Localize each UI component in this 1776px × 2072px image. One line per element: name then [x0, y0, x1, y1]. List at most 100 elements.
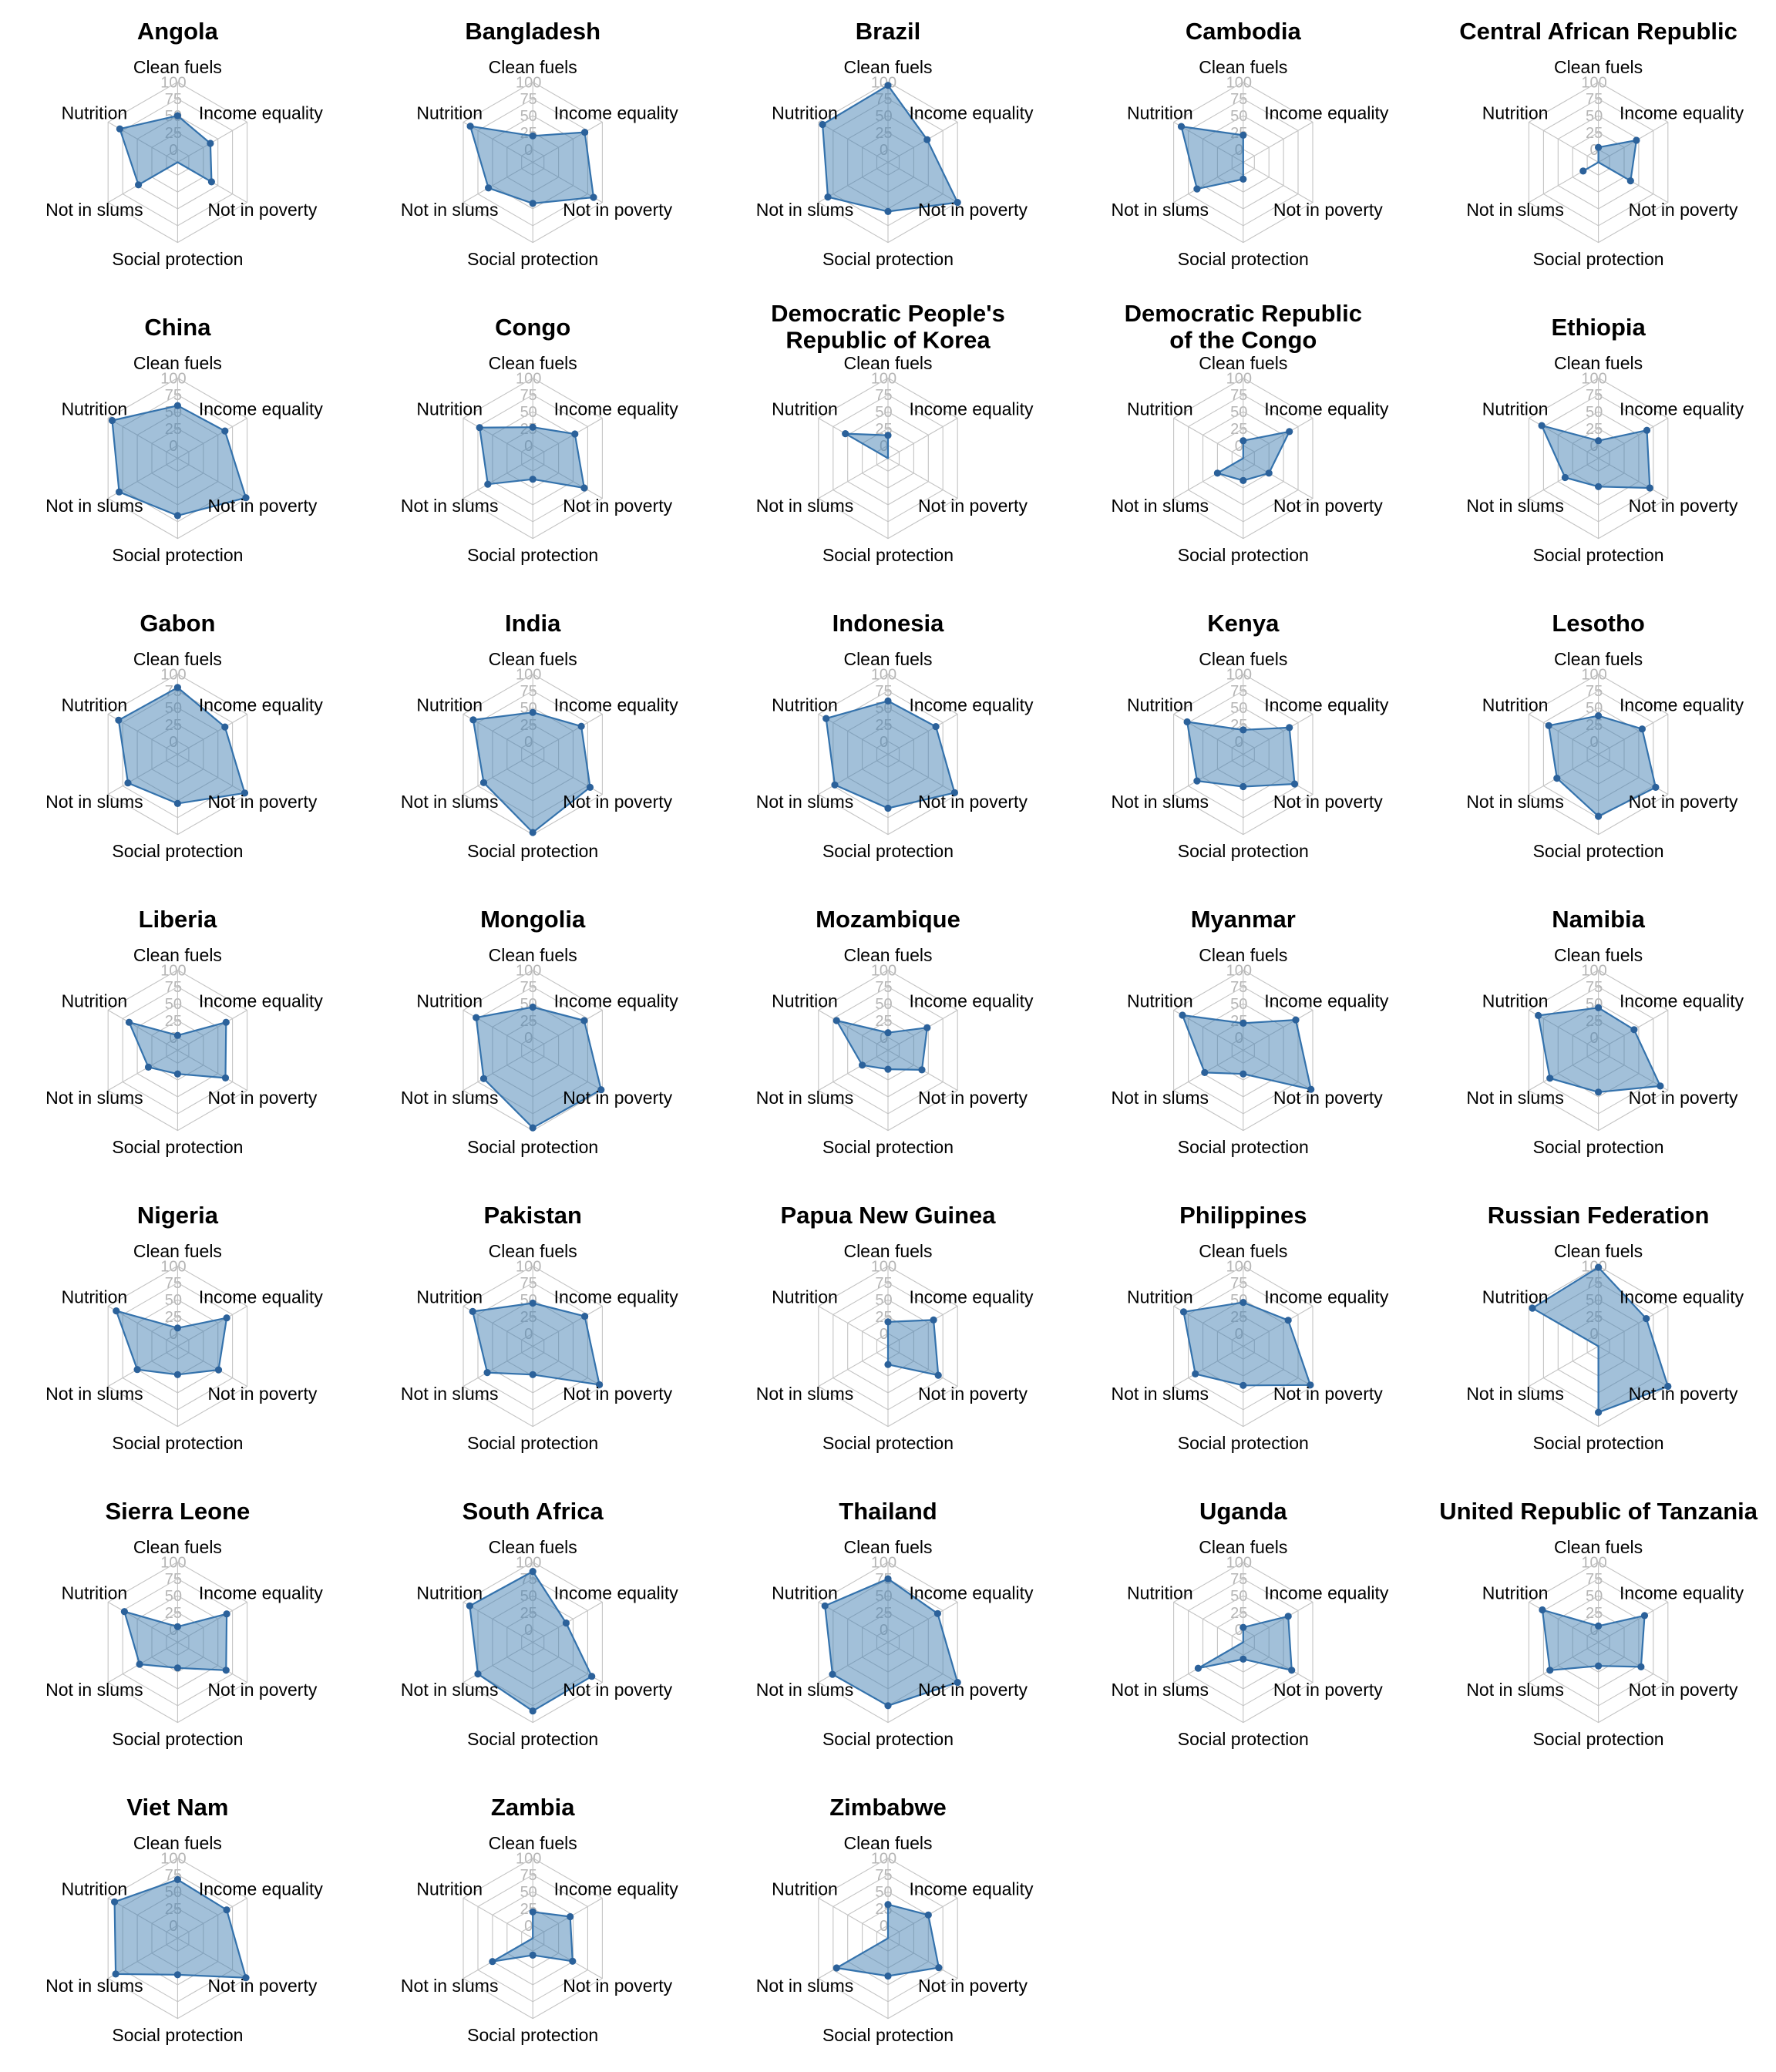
- svg-text:Not in slums: Not in slums: [401, 1976, 499, 1996]
- svg-text:Not in slums: Not in slums: [1466, 496, 1564, 516]
- svg-text:Income equality: Income equality: [1264, 991, 1389, 1011]
- svg-text:100: 100: [871, 666, 896, 683]
- svg-text:China: China: [144, 314, 211, 341]
- svg-text:Not in slums: Not in slums: [756, 792, 854, 812]
- svg-text:Income equality: Income equality: [199, 1287, 324, 1307]
- svg-text:Clean fuels: Clean fuels: [843, 1241, 932, 1261]
- svg-text:Not in poverty: Not in poverty: [918, 1976, 1028, 1996]
- svg-text:100: 100: [1581, 1554, 1606, 1571]
- svg-text:Not in slums: Not in slums: [1466, 1088, 1564, 1108]
- svg-text:Russian Federation: Russian Federation: [1488, 1202, 1710, 1229]
- svg-text:Pakistan: Pakistan: [483, 1202, 582, 1229]
- svg-text:Income equality: Income equality: [1264, 103, 1389, 123]
- svg-text:100: 100: [160, 962, 186, 979]
- svg-text:Nutrition: Nutrition: [1482, 695, 1549, 715]
- svg-text:Income equality: Income equality: [1264, 399, 1389, 419]
- svg-text:Nutrition: Nutrition: [1127, 1287, 1193, 1307]
- svg-text:Income equality: Income equality: [554, 1879, 679, 1899]
- svg-text:Clean fuels: Clean fuels: [843, 945, 932, 965]
- svg-text:100: 100: [516, 1554, 541, 1571]
- svg-text:Uganda: Uganda: [1199, 1498, 1287, 1525]
- svg-text:Not in slums: Not in slums: [756, 1976, 854, 1996]
- svg-text:Lesotho: Lesotho: [1552, 610, 1645, 637]
- svg-text:Social protection: Social protection: [1533, 249, 1664, 269]
- svg-text:Zambia: Zambia: [491, 1794, 575, 1821]
- svg-text:Income equality: Income equality: [909, 399, 1034, 419]
- svg-text:Clean fuels: Clean fuels: [489, 353, 577, 373]
- svg-text:Not in slums: Not in slums: [401, 1384, 499, 1404]
- svg-text:Social protection: Social protection: [467, 2025, 598, 2045]
- svg-text:Not in slums: Not in slums: [1112, 792, 1209, 812]
- svg-text:Nutrition: Nutrition: [416, 1287, 483, 1307]
- svg-text:100: 100: [160, 1850, 186, 1867]
- svg-text:Philippines: Philippines: [1179, 1202, 1307, 1229]
- svg-text:Income equality: Income equality: [199, 1583, 324, 1603]
- svg-text:Clean fuels: Clean fuels: [1554, 353, 1643, 373]
- svg-text:Social protection: Social protection: [467, 1137, 598, 1157]
- svg-text:Clean fuels: Clean fuels: [489, 649, 577, 669]
- svg-text:Not in poverty: Not in poverty: [563, 1384, 672, 1404]
- svg-text:Income equality: Income equality: [1620, 695, 1744, 715]
- svg-text:100: 100: [516, 962, 541, 979]
- svg-text:100: 100: [1226, 74, 1252, 91]
- svg-text:United Republic of Tanzania: United Republic of Tanzania: [1439, 1498, 1758, 1525]
- svg-text:Nutrition: Nutrition: [772, 991, 838, 1011]
- svg-text:100: 100: [160, 1554, 186, 1571]
- svg-text:Nutrition: Nutrition: [416, 399, 483, 419]
- svg-text:Nutrition: Nutrition: [416, 1879, 483, 1899]
- svg-text:Income equality: Income equality: [909, 1287, 1034, 1307]
- svg-text:Clean fuels: Clean fuels: [843, 353, 932, 373]
- svg-text:Not in poverty: Not in poverty: [1273, 1384, 1383, 1404]
- svg-text:Not in slums: Not in slums: [756, 200, 854, 220]
- svg-text:Social protection: Social protection: [1178, 1433, 1309, 1453]
- svg-text:Income equality: Income equality: [199, 695, 324, 715]
- svg-text:Nutrition: Nutrition: [1127, 695, 1193, 715]
- svg-text:Cambodia: Cambodia: [1186, 18, 1302, 45]
- svg-text:Clean fuels: Clean fuels: [133, 57, 222, 77]
- svg-text:Congo: Congo: [495, 314, 570, 341]
- svg-text:Clean fuels: Clean fuels: [1554, 1537, 1643, 1557]
- svg-text:Not in poverty: Not in poverty: [1629, 792, 1738, 812]
- svg-text:Income equality: Income equality: [554, 1583, 679, 1603]
- svg-text:Not in slums: Not in slums: [756, 1384, 854, 1404]
- svg-text:Income equality: Income equality: [1620, 1287, 1744, 1307]
- svg-text:Not in slums: Not in slums: [45, 1976, 143, 1996]
- svg-text:Not in slums: Not in slums: [1112, 1384, 1209, 1404]
- svg-text:100: 100: [516, 666, 541, 683]
- svg-text:Income equality: Income equality: [1264, 1583, 1389, 1603]
- svg-text:Not in slums: Not in slums: [45, 200, 143, 220]
- svg-text:Social protection: Social protection: [1178, 249, 1309, 269]
- svg-text:100: 100: [871, 1554, 896, 1571]
- svg-text:100: 100: [160, 666, 186, 683]
- svg-text:Nutrition: Nutrition: [772, 399, 838, 419]
- svg-text:Not in poverty: Not in poverty: [918, 200, 1028, 220]
- svg-text:Income equality: Income equality: [909, 695, 1034, 715]
- svg-text:Clean fuels: Clean fuels: [1554, 1241, 1643, 1261]
- svg-text:Income equality: Income equality: [1620, 1583, 1744, 1603]
- svg-text:Not in slums: Not in slums: [1112, 1680, 1209, 1700]
- svg-text:Not in slums: Not in slums: [1112, 200, 1209, 220]
- svg-text:100: 100: [1581, 74, 1606, 91]
- svg-text:Income equality: Income equality: [199, 103, 324, 123]
- svg-text:Not in poverty: Not in poverty: [563, 1976, 672, 1996]
- svg-text:Nutrition: Nutrition: [416, 695, 483, 715]
- svg-text:Clean fuels: Clean fuels: [489, 57, 577, 77]
- svg-text:Clean fuels: Clean fuels: [133, 1241, 222, 1261]
- svg-text:Not in slums: Not in slums: [756, 1680, 854, 1700]
- svg-text:100: 100: [871, 962, 896, 979]
- svg-text:Nutrition: Nutrition: [62, 103, 128, 123]
- svg-text:Social protection: Social protection: [467, 841, 598, 861]
- svg-text:Not in poverty: Not in poverty: [1273, 496, 1383, 516]
- svg-text:Not in poverty: Not in poverty: [918, 1088, 1028, 1108]
- svg-text:Income equality: Income equality: [1264, 695, 1389, 715]
- svg-text:Nigeria: Nigeria: [137, 1202, 219, 1229]
- svg-text:Zimbabwe: Zimbabwe: [829, 1794, 947, 1821]
- svg-text:Sierra Leone: Sierra Leone: [105, 1498, 250, 1525]
- svg-text:Nutrition: Nutrition: [1482, 1287, 1549, 1307]
- svg-text:Social protection: Social protection: [112, 545, 243, 565]
- svg-text:0: 0: [880, 1918, 888, 1935]
- svg-text:Social protection: Social protection: [1178, 545, 1309, 565]
- svg-text:Nutrition: Nutrition: [62, 1583, 128, 1603]
- svg-text:Papua New Guinea: Papua New Guinea: [780, 1202, 996, 1229]
- svg-text:Social protection: Social protection: [822, 1137, 954, 1157]
